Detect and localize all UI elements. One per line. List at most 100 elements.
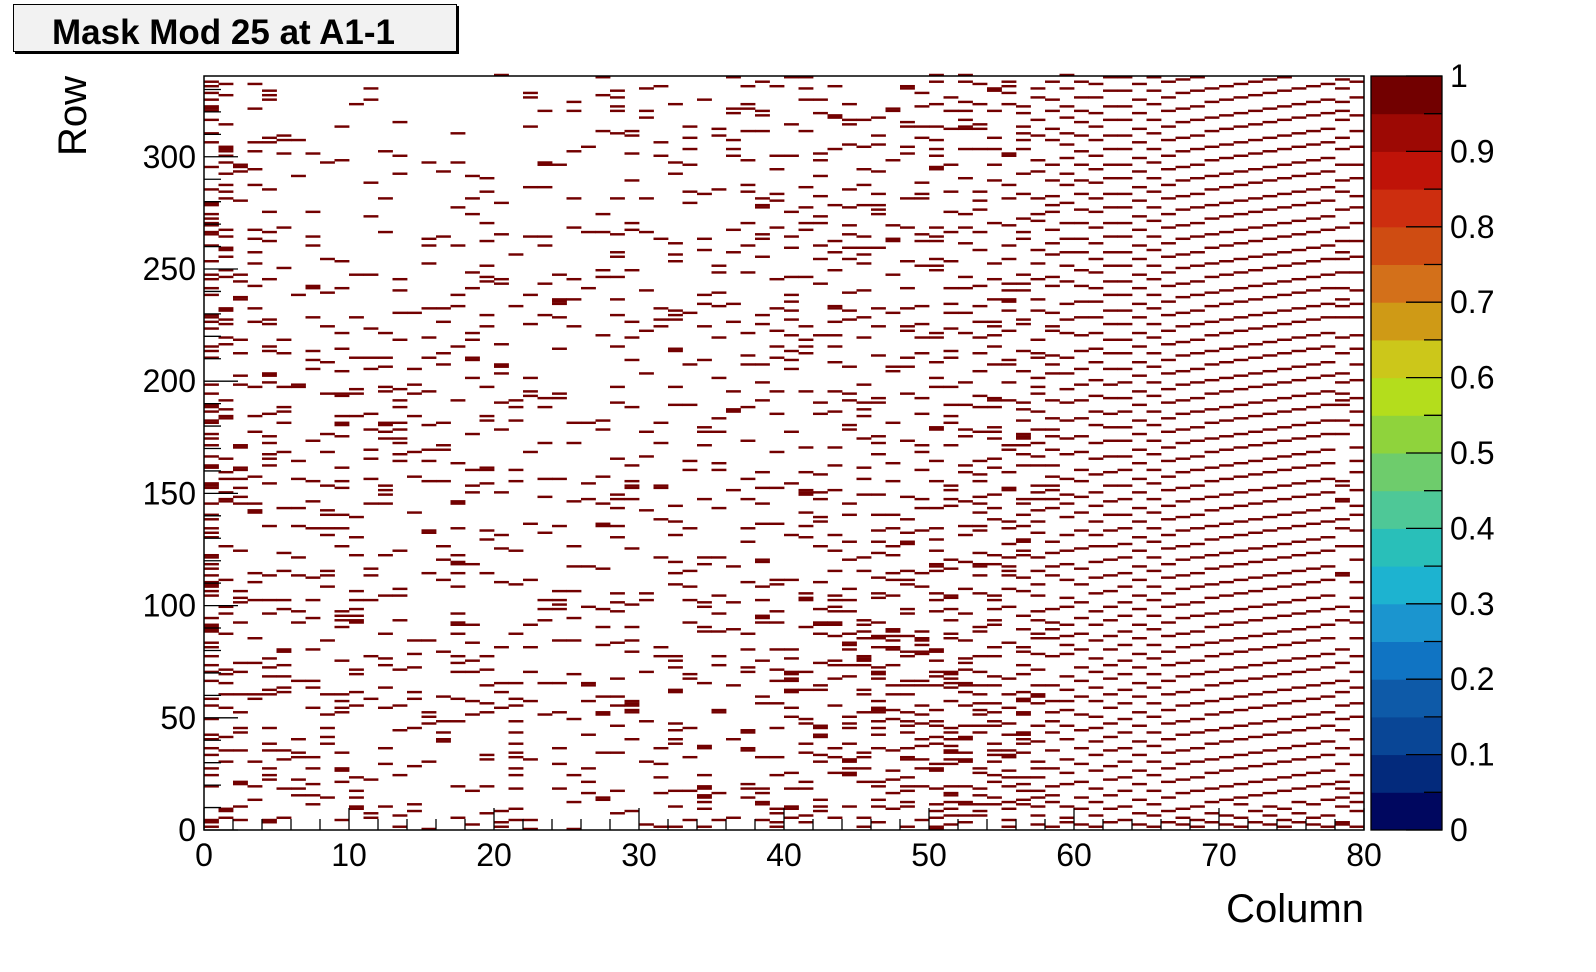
mask-cell (929, 598, 944, 602)
mask-cell (291, 574, 306, 577)
mask-cell (653, 307, 669, 310)
mask-cell (798, 488, 814, 492)
mask-cell (1016, 645, 1031, 649)
mask-cell (1146, 190, 1162, 193)
mask-cell (581, 286, 596, 290)
mask-cell (320, 527, 335, 530)
mask-cell (1059, 356, 1075, 359)
mask-cell (740, 580, 756, 584)
mask-cell (1204, 349, 1220, 353)
mask-cell (276, 758, 292, 761)
mask-cell (914, 450, 930, 454)
mask-cell (1045, 767, 1060, 770)
mask-cell (1335, 381, 1350, 384)
mask-cell (624, 358, 640, 362)
mask-cell (1248, 735, 1263, 739)
mask-cell (233, 731, 248, 734)
mask-cell (1016, 172, 1031, 175)
mask-cell (1016, 432, 1031, 436)
mask-cell (363, 412, 379, 416)
mask-cell (1262, 814, 1278, 817)
mask-cell (740, 159, 756, 162)
mask-cell (1088, 545, 1104, 548)
mask-cell (1016, 798, 1031, 802)
mask-cell (1088, 753, 1104, 757)
mask-cell (1204, 654, 1220, 658)
mask-cell (1146, 352, 1162, 355)
mask-cell (1248, 327, 1263, 330)
mask-cell (233, 280, 248, 283)
mask-cell (1277, 221, 1292, 225)
mask-cell (1320, 448, 1336, 451)
mask-cell (769, 192, 785, 196)
mask-cell (566, 827, 582, 831)
mask-cell (233, 466, 248, 469)
mask-cell (1016, 230, 1031, 234)
mask-cell (1190, 527, 1205, 530)
mask-cell (1248, 356, 1263, 359)
mask-cell (914, 737, 930, 741)
mask-cell (1146, 147, 1162, 151)
mask-cell (958, 785, 973, 788)
mask-cell (1074, 134, 1089, 137)
mask-cell (1291, 320, 1307, 324)
mask-cell (943, 230, 959, 234)
mask-cell (450, 304, 466, 308)
mask-cell (392, 338, 408, 341)
mask-cell (508, 405, 524, 409)
mask-cell (1001, 448, 1017, 451)
mask-cell (334, 818, 350, 822)
mask-cell (784, 771, 799, 775)
mask-cell (1306, 639, 1321, 642)
mask-cell (421, 237, 437, 241)
mask-cell (755, 322, 770, 326)
mask-cell (1320, 711, 1336, 714)
mask-cell (668, 583, 683, 586)
mask-cell (465, 713, 480, 716)
mask-cell (465, 331, 480, 335)
mask-cell (871, 596, 886, 600)
mask-cell (653, 441, 669, 445)
mask-cell (755, 755, 770, 759)
mask-cell (1335, 605, 1350, 609)
mask-cell (436, 578, 451, 582)
mask-cell (204, 419, 219, 422)
mask-cell (1262, 762, 1278, 766)
mask-cell (813, 724, 828, 727)
mask-cell (972, 708, 988, 712)
mask-cell (1175, 587, 1191, 591)
mask-cell (204, 316, 219, 319)
mask-cell (1030, 352, 1046, 355)
mask-cell (1001, 769, 1017, 772)
mask-cell (1262, 237, 1278, 241)
mask-cell (1320, 141, 1336, 144)
mask-cell (334, 711, 350, 714)
mask-cell (1045, 488, 1060, 492)
mask-cell (494, 282, 509, 285)
mask-cell (1088, 576, 1104, 579)
mask-cell (595, 524, 611, 528)
mask-cell (334, 751, 350, 754)
mask-cell (929, 226, 944, 229)
mask-cell (1233, 753, 1249, 757)
mask-cell (842, 392, 857, 395)
mask-cell (972, 127, 988, 131)
mask-cell (798, 338, 814, 341)
mask-cell (1030, 805, 1046, 808)
mask-cell (1204, 116, 1220, 119)
mask-cell (900, 542, 915, 546)
mask-cell (1146, 206, 1162, 209)
mask-cell (929, 742, 944, 745)
mask-cell (697, 325, 712, 328)
mask-cell (378, 632, 393, 635)
mask-cell (624, 639, 640, 642)
mask-cell (900, 84, 915, 88)
mask-cell (900, 531, 915, 534)
mask-cell (929, 125, 944, 128)
mask-cell (204, 679, 219, 683)
mask-cell (1349, 621, 1365, 624)
mask-cell (1175, 661, 1191, 665)
mask-cell (1059, 221, 1075, 225)
mask-cell (1117, 118, 1133, 122)
mask-cell (233, 782, 248, 786)
